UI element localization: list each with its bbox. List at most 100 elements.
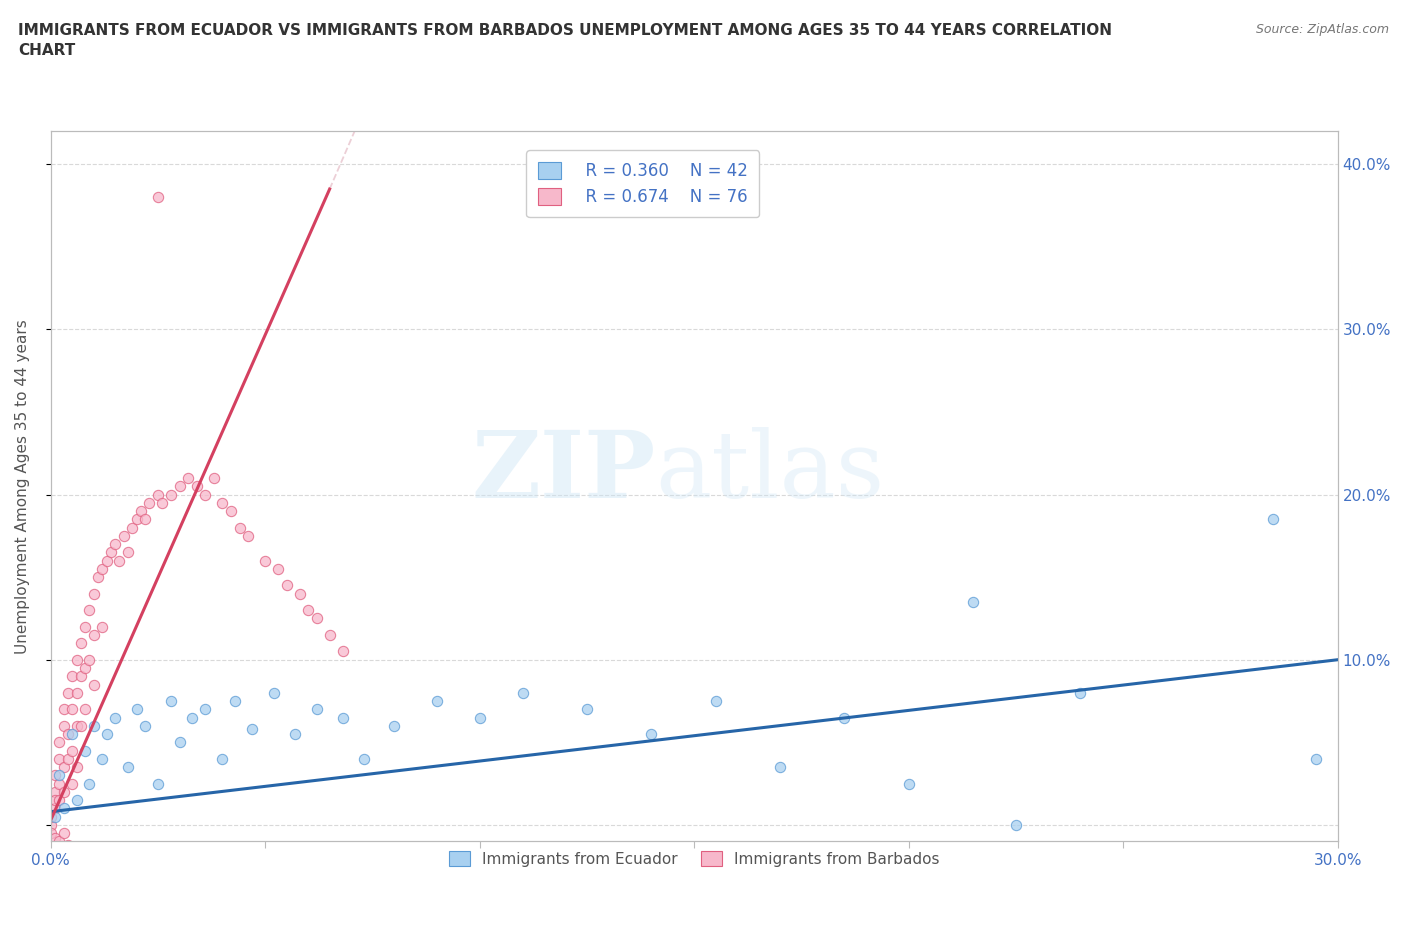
Point [91, 619, 114, 634]
Point [48, 768, 70, 783]
Point [75, 619, 97, 634]
Point [125, 512, 148, 526]
Point [48, 777, 70, 791]
Point [146, 190, 169, 205]
Point [83, 677, 105, 692]
Text: atlas: atlas [655, 427, 884, 517]
Point [236, 528, 259, 543]
Point [1305, 751, 1327, 766]
Point [426, 694, 449, 709]
Point [91, 751, 114, 766]
Point [75, 702, 97, 717]
Point [60, 702, 83, 717]
Point [104, 537, 127, 551]
Point [48, 792, 70, 807]
Point [65, 652, 87, 667]
Point [112, 528, 135, 543]
Point [75, 660, 97, 675]
Point [52, 801, 75, 816]
Point [117, 545, 139, 560]
Point [60, 726, 83, 741]
Point [575, 702, 598, 717]
Point [211, 751, 233, 766]
Point [834, 711, 856, 725]
Legend: Immigrants from Ecuador, Immigrants from Barbados: Immigrants from Ecuador, Immigrants from… [443, 844, 946, 873]
Point [263, 685, 285, 700]
Point [56, 726, 79, 741]
Point [276, 578, 298, 592]
Point [52, 760, 75, 775]
Point [65, 685, 87, 700]
Text: IMMIGRANTS FROM ECUADOR VS IMMIGRANTS FROM BARBADOS UNEMPLOYMENT AMONG AGES 35 T: IMMIGRANTS FROM ECUADOR VS IMMIGRANTS FR… [18, 23, 1112, 58]
Point [83, 628, 105, 643]
Point [96, 553, 118, 568]
Point [87, 570, 110, 585]
Point [44, 801, 66, 816]
Point [56, 837, 79, 852]
Point [224, 694, 246, 709]
Point [704, 694, 727, 709]
Point [60, 743, 83, 758]
Point [297, 603, 319, 618]
Point [211, 496, 233, 511]
Point [332, 644, 354, 659]
Point [284, 726, 307, 741]
Point [897, 777, 920, 791]
Point [65, 792, 87, 807]
Point [1263, 512, 1285, 526]
Point [242, 722, 264, 737]
Point [44, 784, 66, 799]
Point [79, 603, 101, 618]
Point [60, 777, 83, 791]
Point [44, 792, 66, 807]
Point [121, 520, 143, 535]
Point [44, 830, 66, 845]
Point [65, 760, 87, 775]
Point [108, 553, 131, 568]
Point [70, 636, 93, 651]
Point [60, 669, 83, 684]
Point [83, 718, 105, 733]
Point [56, 685, 79, 700]
Point [70, 718, 93, 733]
Point [138, 496, 160, 511]
Point [1069, 685, 1091, 700]
Point [56, 751, 79, 766]
Point [39, 826, 62, 841]
Point [79, 652, 101, 667]
Point [129, 504, 152, 519]
Point [353, 751, 375, 766]
Point [48, 751, 70, 766]
Point [146, 777, 169, 791]
Point [468, 711, 491, 725]
Point [267, 562, 290, 577]
Point [194, 487, 217, 502]
Point [305, 702, 328, 717]
Text: Source: ZipAtlas.com: Source: ZipAtlas.com [1256, 23, 1389, 36]
Point [75, 743, 97, 758]
Point [52, 718, 75, 733]
Point [769, 760, 792, 775]
Point [79, 777, 101, 791]
Point [186, 479, 208, 494]
Point [202, 471, 225, 485]
Point [44, 809, 66, 824]
Point [52, 826, 75, 841]
Point [254, 553, 277, 568]
Point [91, 562, 114, 577]
Point [65, 718, 87, 733]
Point [52, 702, 75, 717]
Point [160, 487, 183, 502]
Point [219, 504, 242, 519]
Point [39, 817, 62, 832]
Point [382, 718, 405, 733]
Point [640, 726, 662, 741]
Point [181, 711, 204, 725]
Point [70, 669, 93, 684]
Point [318, 628, 340, 643]
Point [169, 735, 191, 750]
Point [194, 702, 217, 717]
Point [146, 487, 169, 502]
Point [134, 718, 156, 733]
Point [160, 694, 183, 709]
